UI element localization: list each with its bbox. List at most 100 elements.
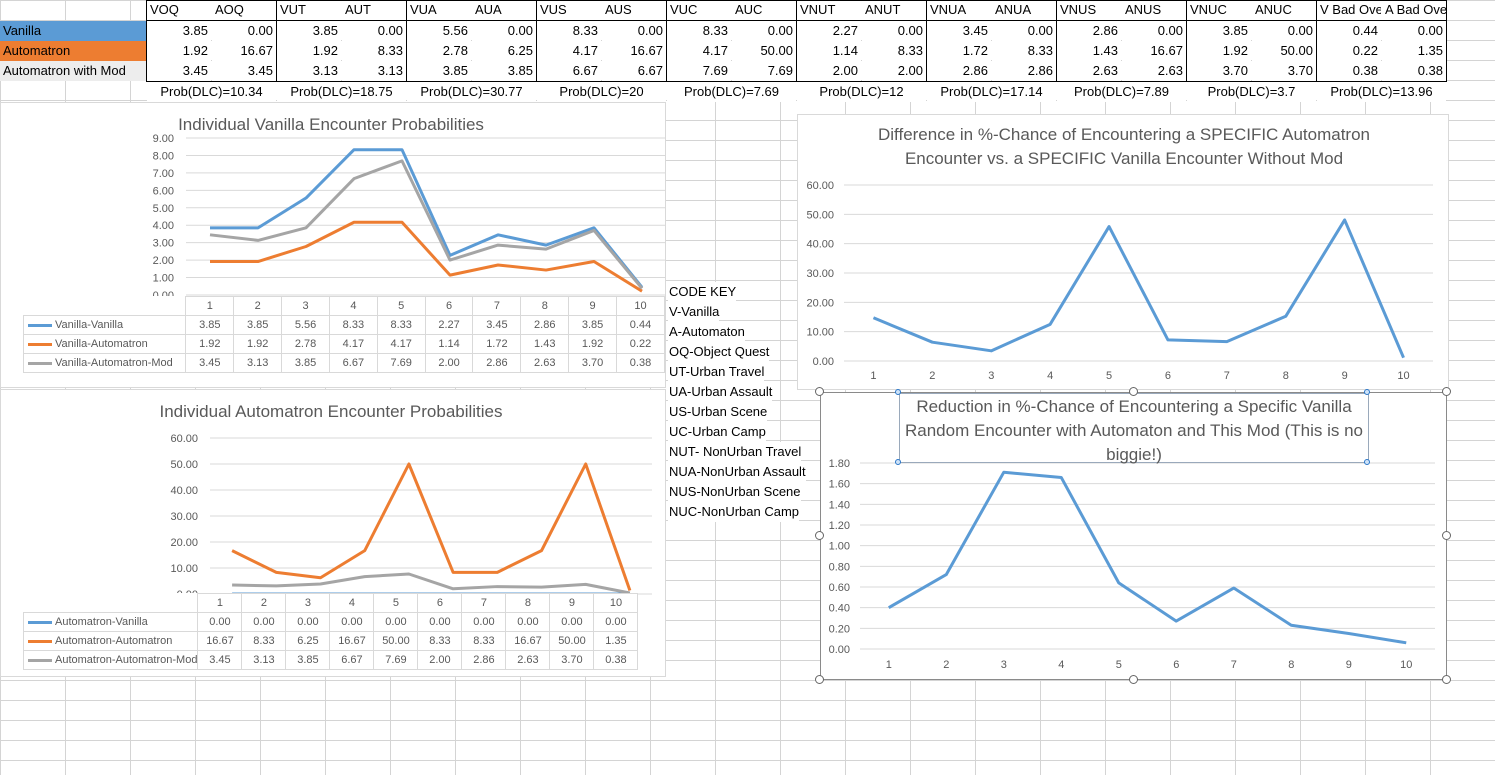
table-cell[interactable]: 1.14 <box>797 41 861 61</box>
column-header[interactable]: AOQ <box>212 0 276 21</box>
resize-handle[interactable] <box>1129 675 1138 684</box>
table-cell[interactable]: 0.00 <box>602 21 666 41</box>
code-key-item[interactable]: UC-Urban Camp <box>668 422 766 442</box>
row-label[interactable]: Vanilla <box>0 21 146 41</box>
series-line-2[interactable] <box>231 462 632 591</box>
code-key-item[interactable]: UA-Urban Assault <box>668 382 773 402</box>
table-cell[interactable]: 6.67 <box>602 61 666 81</box>
table-cell[interactable]: 16.67 <box>602 41 666 61</box>
prob-dlc-cell[interactable]: Prob(DLC)=7.89 <box>1057 82 1186 102</box>
column-header[interactable]: VNUC <box>1187 0 1251 21</box>
code-key-item[interactable]: A-Automaton <box>668 322 745 342</box>
column-header[interactable]: A Bad Overall <box>1382 0 1446 21</box>
prob-dlc-cell[interactable]: Prob(DLC)=17.14 <box>927 82 1056 102</box>
column-header[interactable]: VNUA <box>927 0 991 21</box>
resize-handle[interactable] <box>1442 531 1451 540</box>
column-header[interactable]: AUT <box>342 0 406 21</box>
column-header[interactable]: V Bad Ove <box>1317 0 1381 21</box>
series-line-1[interactable] <box>872 218 1405 359</box>
table-cell[interactable]: 2.27 <box>797 21 861 41</box>
table-cell[interactable]: 8.33 <box>537 21 601 41</box>
table-cell[interactable]: 3.70 <box>1252 61 1316 81</box>
column-header[interactable]: ANUS <box>1122 0 1186 21</box>
table-cell[interactable]: 4.17 <box>537 41 601 61</box>
code-key-item[interactable]: NUT- NonUrban Travel <box>668 442 802 462</box>
legend-entry[interactable]: Vanilla-Automatron <box>22 334 187 354</box>
table-cell[interactable]: 3.85 <box>147 21 211 41</box>
title-resize-handle[interactable] <box>895 389 901 395</box>
table-cell[interactable]: 1.35 <box>1382 41 1446 61</box>
code-key-item[interactable]: OQ-Object Quest <box>668 342 770 362</box>
prob-dlc-cell[interactable]: Prob(DLC)=20 <box>537 82 666 102</box>
table-cell[interactable]: 0.00 <box>212 21 276 41</box>
table-cell[interactable]: 1.72 <box>927 41 991 61</box>
table-cell[interactable]: 0.00 <box>1382 21 1446 41</box>
table-cell[interactable]: 0.00 <box>732 21 796 41</box>
table-cell[interactable]: 2.63 <box>1122 61 1186 81</box>
vanilla-encounter-chart[interactable]: Individual Vanilla Encounter Probabiliti… <box>0 102 666 388</box>
code-key-item[interactable]: NUS-NonUrban Scene <box>668 482 801 502</box>
table-cell[interactable]: 3.13 <box>277 61 341 81</box>
prob-dlc-cell[interactable]: Prob(DLC)=3.7 <box>1187 82 1316 102</box>
chart-title[interactable]: Reduction in %-Chance of Encountering a … <box>899 393 1369 464</box>
code-key-title[interactable]: CODE KEY <box>668 282 737 302</box>
column-header[interactable]: VUA <box>407 0 471 21</box>
series-line-1[interactable] <box>888 470 1407 645</box>
column-header[interactable]: VUT <box>277 0 341 21</box>
title-resize-handle[interactable] <box>1364 459 1370 465</box>
table-cell[interactable]: 2.00 <box>797 61 861 81</box>
table-cell[interactable]: 7.69 <box>732 61 796 81</box>
prob-dlc-cell[interactable]: Prob(DLC)=10.34 <box>147 82 276 102</box>
table-cell[interactable]: 2.78 <box>407 41 471 61</box>
table-cell[interactable]: 3.70 <box>1187 61 1251 81</box>
table-cell[interactable]: 50.00 <box>1252 41 1316 61</box>
legend-entry[interactable]: Automatron-Vanilla <box>22 612 199 632</box>
resize-handle[interactable] <box>1442 387 1451 396</box>
column-header[interactable]: VUC <box>667 0 731 21</box>
column-header[interactable]: ANUA <box>992 0 1056 21</box>
column-header[interactable]: ANUT <box>862 0 926 21</box>
title-resize-handle[interactable] <box>895 459 901 465</box>
code-key-item[interactable]: NUC-NonUrban Camp <box>668 502 800 522</box>
table-cell[interactable]: 0.00 <box>862 21 926 41</box>
table-cell[interactable]: 7.69 <box>667 61 731 81</box>
code-key-item[interactable]: V-Vanilla <box>668 302 720 322</box>
table-cell[interactable]: 3.13 <box>342 61 406 81</box>
prob-dlc-cell[interactable]: Prob(DLC)=12 <box>797 82 926 102</box>
table-cell[interactable]: 2.00 <box>862 61 926 81</box>
table-cell[interactable]: 3.85 <box>472 61 536 81</box>
series-line-3[interactable] <box>232 572 631 595</box>
resize-handle[interactable] <box>1129 387 1138 396</box>
legend-entry[interactable]: Automatron-Automatron <box>22 631 199 651</box>
resize-handle[interactable] <box>815 387 824 396</box>
code-key-item[interactable]: UT-Urban Travel <box>668 362 765 382</box>
table-cell[interactable]: 3.45 <box>212 61 276 81</box>
title-resize-handle[interactable] <box>1364 389 1370 395</box>
table-cell[interactable]: 8.33 <box>862 41 926 61</box>
table-cell[interactable]: 3.85 <box>407 61 471 81</box>
table-cell[interactable]: 16.67 <box>1122 41 1186 61</box>
column-header[interactable]: AUS <box>602 0 666 21</box>
resize-handle[interactable] <box>815 531 824 540</box>
table-cell[interactable]: 0.38 <box>1382 61 1446 81</box>
table-cell[interactable]: 1.43 <box>1057 41 1121 61</box>
row-label[interactable]: Automatron with Mod <box>0 61 146 81</box>
resize-handle[interactable] <box>815 675 824 684</box>
table-cell[interactable]: 0.38 <box>1317 61 1381 81</box>
table-cell[interactable]: 0.44 <box>1317 21 1381 41</box>
column-header[interactable]: ANUC <box>1252 0 1316 21</box>
table-cell[interactable]: 8.33 <box>667 21 731 41</box>
table-cell[interactable]: 0.00 <box>1122 21 1186 41</box>
automatron-encounter-chart[interactable]: Individual Automatron Encounter Probabil… <box>0 389 666 677</box>
column-header[interactable]: AUA <box>472 0 536 21</box>
table-cell[interactable]: 0.00 <box>472 21 536 41</box>
resize-handle[interactable] <box>1442 675 1451 684</box>
table-cell[interactable]: 8.33 <box>342 41 406 61</box>
table-cell[interactable]: 0.00 <box>342 21 406 41</box>
table-cell[interactable]: 0.00 <box>992 21 1056 41</box>
column-header[interactable]: VNUT <box>797 0 861 21</box>
table-cell[interactable]: 16.67 <box>212 41 276 61</box>
table-cell[interactable]: 8.33 <box>992 41 1056 61</box>
series-line-2[interactable] <box>210 220 643 293</box>
